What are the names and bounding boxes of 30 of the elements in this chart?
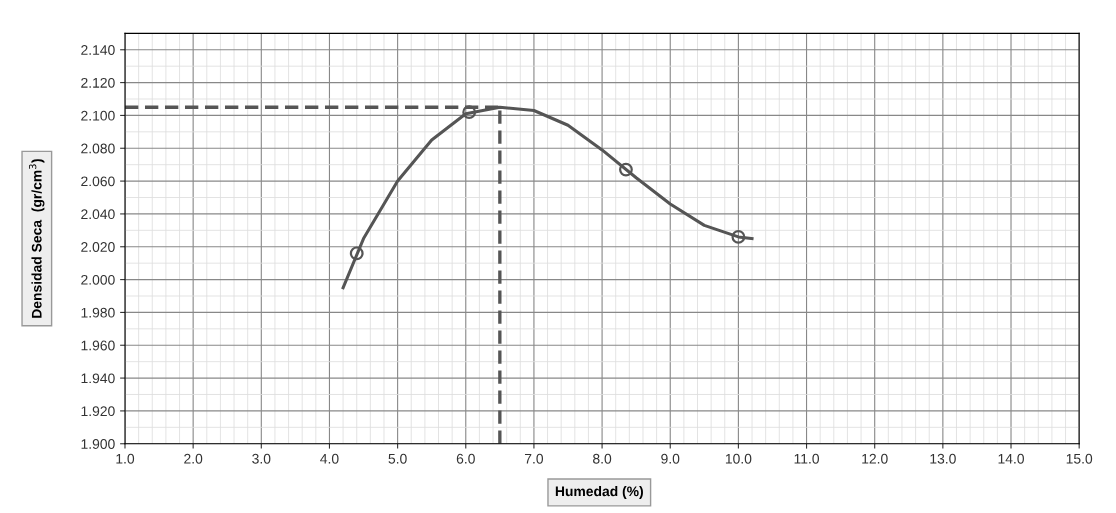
y-tick-label: 1.940 [81,373,115,384]
x-tick-label: 1.0 [116,453,135,464]
x-axis-title: Humedad (%) [555,486,643,499]
x-tick-label: 9.0 [661,453,680,464]
x-tick-label: 15.0 [1066,453,1093,464]
x-tick-label: 3.0 [252,453,271,464]
x-tick-label: 13.0 [930,453,956,464]
x-tick-label: 5.0 [388,453,407,464]
y-tick-label: 2.100 [81,110,115,121]
y-tick-label: 2.060 [81,176,115,187]
x-tick-label: 10.0 [725,453,752,464]
y-tick-label: 1.920 [81,406,115,417]
x-tick-label: 4.0 [320,453,339,464]
y-tick-label: 1.960 [81,340,115,351]
x-tick-label: 12.0 [862,453,888,464]
x-tick-label: 6.0 [456,453,475,464]
y-tick-label: 2.020 [81,242,115,252]
x-tick-label: 2.0 [184,453,203,464]
x-tick-label: 8.0 [593,453,612,464]
x-tick-label: 11.0 [794,453,820,464]
y-tick-label: 2.080 [81,143,115,154]
y-tick-label: 1.980 [81,307,115,318]
y-tick-label: 2.140 [81,45,115,55]
x-tick-label: 14.0 [998,453,1024,464]
y-tick-label: 2.120 [81,77,115,88]
y-axis-title: Densidad Seca (gr/cm$^{3}$) [28,159,45,318]
y-tick-label: 1.900 [81,439,115,449]
x-tick-label: 7.0 [524,453,544,464]
y-tick-label: 2.000 [81,274,115,285]
y-tick-label: 2.040 [81,209,115,220]
